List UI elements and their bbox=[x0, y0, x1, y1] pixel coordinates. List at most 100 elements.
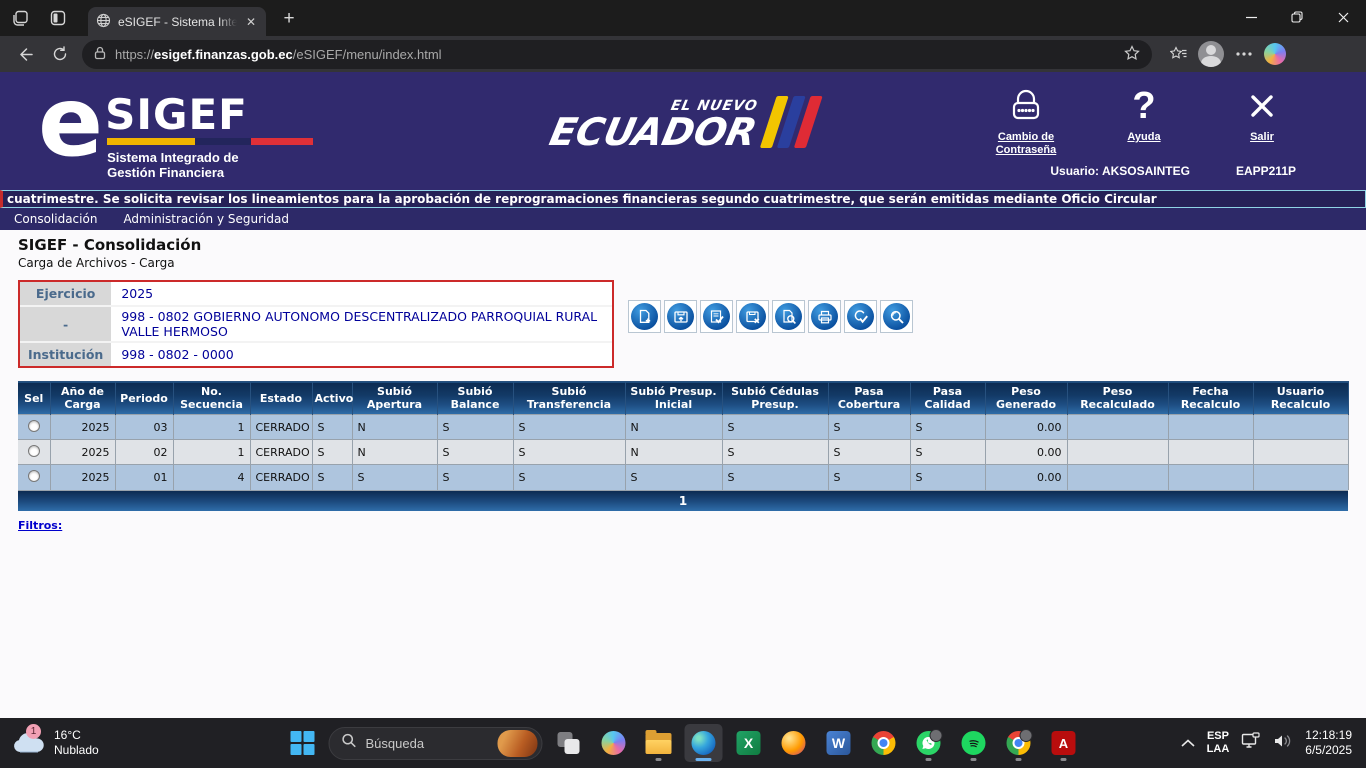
table-cell: S bbox=[828, 439, 911, 465]
address-bar[interactable]: https://esigef.finanzas.gob.ec/eSIGEF/me… bbox=[82, 39, 1152, 69]
esigef-logo-name: SIGEF bbox=[105, 90, 248, 139]
whatsapp-badge bbox=[929, 729, 943, 742]
volume-icon[interactable] bbox=[1273, 733, 1293, 754]
search-records-button[interactable] bbox=[880, 300, 913, 333]
page-number[interactable]: 1 bbox=[678, 493, 688, 508]
approve-record-button[interactable] bbox=[844, 300, 877, 333]
copilot-icon[interactable] bbox=[1264, 43, 1286, 65]
settings-menu-icon[interactable] bbox=[1230, 40, 1258, 68]
chrome-badge bbox=[1019, 729, 1033, 742]
chrome-icon bbox=[871, 731, 896, 755]
table-cell bbox=[1067, 464, 1169, 490]
edge-button[interactable] bbox=[684, 724, 723, 762]
spotify-button[interactable] bbox=[955, 724, 993, 762]
table-cell bbox=[1168, 464, 1254, 490]
tray-chevron-icon[interactable] bbox=[1181, 734, 1195, 752]
whatsapp-icon bbox=[916, 729, 943, 755]
criteria-row: Ejercicio 2025 bbox=[20, 282, 612, 307]
word-button[interactable]: W bbox=[820, 724, 858, 762]
validate-record-icon bbox=[703, 303, 730, 330]
new-tab-button[interactable]: + bbox=[283, 8, 295, 29]
main-menu: Consolidación Administración y Seguridad bbox=[0, 208, 1366, 230]
windows-taskbar: 1 16°C Nublado Búsqueda X W bbox=[0, 718, 1366, 768]
browser-titlebar: eSIGEF - Sistema Integrado de Ge ✕ + bbox=[0, 0, 1366, 36]
exit-x-icon bbox=[1244, 84, 1280, 128]
menu-item-administracion[interactable]: Administración y Seguridad bbox=[123, 212, 289, 226]
filters-link[interactable]: Filtros: bbox=[18, 518, 63, 532]
change-password-button[interactable]: Cambio de Contraseña bbox=[984, 84, 1068, 157]
task-view-button[interactable] bbox=[550, 724, 588, 762]
browser-tab[interactable]: eSIGEF - Sistema Integrado de Ge ✕ bbox=[88, 7, 266, 36]
refresh-button[interactable] bbox=[46, 40, 74, 68]
exit-button[interactable]: Salir bbox=[1220, 84, 1304, 144]
validate-record-button[interactable] bbox=[700, 300, 733, 333]
table-cell: 03 bbox=[115, 414, 174, 440]
criteria-label: - bbox=[20, 306, 114, 343]
chrome-profile2-button[interactable] bbox=[1000, 724, 1038, 762]
preview-record-button[interactable] bbox=[772, 300, 805, 333]
tab-actions-icon[interactable] bbox=[49, 10, 66, 27]
close-button[interactable] bbox=[1320, 0, 1366, 34]
help-button[interactable]: ? Ayuda bbox=[1127, 85, 1161, 143]
whatsapp-button[interactable] bbox=[910, 724, 948, 762]
new-record-button[interactable] bbox=[628, 300, 661, 333]
tray-time: 12:18:19 bbox=[1305, 728, 1352, 742]
excel-button[interactable]: X bbox=[730, 724, 768, 762]
windows-logo-icon bbox=[290, 731, 315, 755]
cell-select bbox=[18, 414, 51, 440]
row-select-radio[interactable] bbox=[27, 419, 40, 432]
taskbar-search[interactable]: Búsqueda bbox=[328, 726, 543, 760]
chrome-button[interactable] bbox=[865, 724, 903, 762]
clock[interactable]: 12:18:19 6/5/2025 bbox=[1305, 728, 1352, 758]
weather-widget[interactable]: 1 16°C Nublado bbox=[0, 724, 99, 758]
table-cell: S bbox=[312, 414, 353, 440]
minimize-button[interactable] bbox=[1228, 0, 1274, 34]
row-select-radio[interactable] bbox=[27, 444, 40, 457]
start-button[interactable] bbox=[284, 724, 322, 762]
save-record-button[interactable] bbox=[664, 300, 697, 333]
logo-stripes bbox=[107, 138, 314, 145]
bookmark-star-icon[interactable] bbox=[1124, 44, 1140, 64]
record-toolbar bbox=[628, 300, 913, 333]
table-cell bbox=[1253, 414, 1349, 440]
column-header: Activo bbox=[312, 381, 353, 415]
favorites-icon[interactable] bbox=[1164, 40, 1192, 68]
print-icon bbox=[811, 303, 838, 330]
workspaces-icon[interactable] bbox=[12, 10, 29, 27]
restore-button[interactable] bbox=[1274, 0, 1320, 34]
cell-select bbox=[18, 464, 51, 490]
table-cell: 0.00 bbox=[985, 464, 1068, 490]
back-button[interactable] bbox=[10, 40, 38, 68]
site-security-lock-icon[interactable] bbox=[94, 46, 106, 63]
delete-record-button[interactable] bbox=[736, 300, 769, 333]
session-code: EAPP211P bbox=[1235, 164, 1296, 178]
chrome-icon bbox=[1006, 729, 1033, 755]
profile-avatar[interactable] bbox=[1198, 41, 1224, 67]
table-cell: 01 bbox=[115, 464, 174, 490]
table-cell: 1 bbox=[173, 439, 251, 465]
cell-select bbox=[18, 439, 51, 465]
user-info: Usuario: AKSOSAINTEG bbox=[1050, 164, 1190, 178]
table-cell: 02 bbox=[115, 439, 174, 465]
acrobat-button[interactable]: A bbox=[1045, 724, 1083, 762]
language-indicator[interactable]: ESP LAA bbox=[1206, 730, 1230, 755]
menu-item-consolidacion[interactable]: Consolidación bbox=[14, 212, 98, 226]
column-header: Usuario Recalculo bbox=[1253, 381, 1349, 415]
column-header: Sel bbox=[18, 381, 51, 415]
network-icon[interactable] bbox=[1241, 731, 1261, 755]
firefox-button[interactable] bbox=[775, 724, 813, 762]
table-cell: S bbox=[352, 464, 438, 490]
table-cell bbox=[1168, 414, 1254, 440]
table-cell: S bbox=[722, 439, 829, 465]
row-select-radio[interactable] bbox=[27, 469, 40, 482]
approve-record-icon bbox=[847, 303, 874, 330]
copilot-app-button[interactable] bbox=[595, 724, 633, 762]
table-cell: S bbox=[910, 464, 986, 490]
table-cell: 2025 bbox=[50, 464, 116, 490]
table-cell: S bbox=[312, 439, 353, 465]
file-explorer-button[interactable] bbox=[640, 724, 678, 762]
table-cell: 4 bbox=[173, 464, 251, 490]
page-subtitle: Carga de Archivos - Carga bbox=[18, 256, 175, 270]
print-button[interactable] bbox=[808, 300, 841, 333]
tab-close-icon[interactable]: ✕ bbox=[245, 14, 256, 29]
